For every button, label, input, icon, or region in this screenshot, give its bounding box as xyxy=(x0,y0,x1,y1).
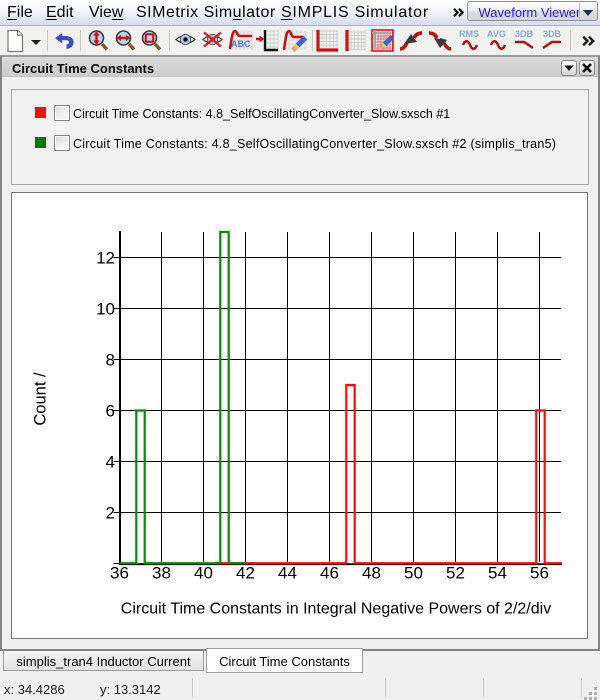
svg-text:AVG: AVG xyxy=(487,29,506,39)
svg-text:ABC: ABC xyxy=(231,39,251,49)
svg-text:42: 42 xyxy=(236,564,255,583)
svg-text:8: 8 xyxy=(106,351,115,370)
svg-text:RMS: RMS xyxy=(459,29,479,39)
svg-text:44: 44 xyxy=(278,564,297,583)
svg-text:56: 56 xyxy=(530,564,549,583)
svg-text:36: 36 xyxy=(110,564,129,583)
svg-text:3DB: 3DB xyxy=(515,29,534,39)
svg-text:3DB: 3DB xyxy=(543,29,562,39)
svg-text:12: 12 xyxy=(96,249,115,268)
svg-text:48: 48 xyxy=(362,564,381,583)
svg-text:52: 52 xyxy=(446,564,465,583)
svg-text:4: 4 xyxy=(106,453,115,472)
svg-text:2: 2 xyxy=(106,504,115,523)
svg-text:Count /: Count / xyxy=(32,372,50,426)
svg-text:54: 54 xyxy=(488,564,507,583)
svg-text:6: 6 xyxy=(106,402,115,421)
svg-text:38: 38 xyxy=(152,564,171,583)
svg-text:Circuit Time Constants in Inte: Circuit Time Constants in Integral Negat… xyxy=(121,601,551,618)
svg-text:50: 50 xyxy=(404,564,423,583)
svg-text:46: 46 xyxy=(320,564,339,583)
svg-text:10: 10 xyxy=(96,300,115,319)
svg-text:40: 40 xyxy=(194,564,213,583)
